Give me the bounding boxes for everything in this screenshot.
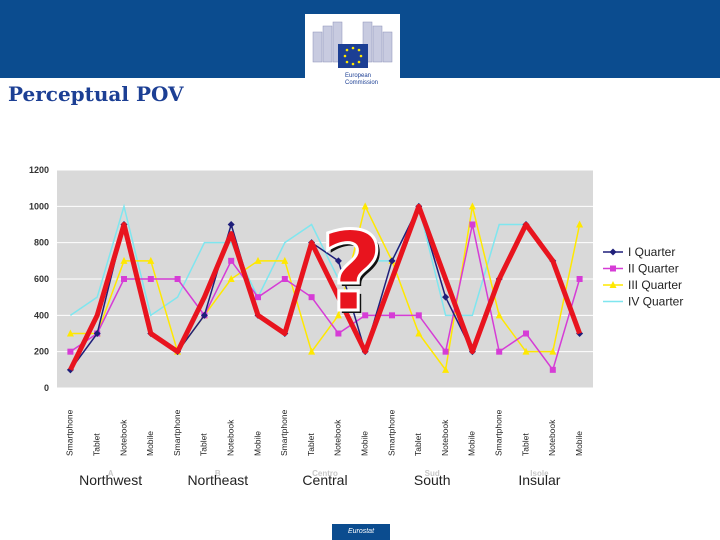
data-point [469, 221, 476, 228]
x-tick-label: Mobile [252, 431, 262, 456]
x-tick-label: Smartphone [279, 409, 289, 456]
data-point [120, 256, 128, 264]
region-label: South [414, 472, 451, 488]
data-point [66, 329, 74, 337]
data-point [389, 312, 395, 319]
y-tick-label: 1200 [29, 165, 49, 175]
group-underlay-label: Isole [530, 469, 549, 478]
x-tick-label: Tablet [413, 433, 423, 456]
y-tick-label: 800 [34, 238, 49, 248]
group-underlay-label: Sud [425, 469, 440, 478]
y-tick-label: 0 [44, 383, 49, 393]
data-point [147, 256, 155, 264]
x-tick-label: Notebook [118, 419, 128, 456]
data-point [334, 257, 342, 265]
data-point [496, 348, 503, 355]
data-point [308, 347, 316, 355]
slide-title: Perceptual POV [8, 82, 184, 106]
data-point [442, 293, 450, 301]
data-point [121, 276, 127, 282]
data-point [415, 329, 423, 337]
x-tick-label: Smartphone [386, 409, 396, 456]
group-underlay-label: Centro [312, 469, 338, 478]
group-underlay-label: B [215, 469, 221, 478]
data-point [415, 312, 422, 319]
quarterly-line-chart: 0 200 400 600 800 1000 1200 A B Centro Sud Isole Sma… [29, 165, 683, 488]
region-label: Northeast [187, 472, 248, 488]
x-tick-label: Smartphone [172, 409, 182, 456]
question-mark-icon: ? [320, 208, 384, 336]
legend-label: IV Quarter [628, 295, 683, 309]
data-point [361, 202, 369, 210]
x-tick-label: Tablet [520, 433, 530, 456]
x-tick-label: Notebook [225, 419, 235, 456]
data-point [549, 347, 557, 355]
y-tick-label: 200 [34, 347, 49, 357]
data-point [522, 347, 530, 355]
svg-text:European: European [345, 73, 371, 79]
data-point [281, 256, 289, 264]
region-label: Northwest [79, 472, 142, 488]
european-commission-logo: European Commission [305, 14, 400, 100]
data-point [228, 257, 235, 264]
x-tick-label: Tablet [306, 433, 316, 456]
legend-label: III Quarter [628, 278, 682, 292]
legend-label: II Quarter [628, 262, 679, 276]
data-point [93, 330, 101, 337]
x-tick-label: Mobile [145, 431, 155, 456]
data-point [495, 311, 503, 319]
data-point [254, 256, 262, 264]
x-tick-label: Mobile [574, 431, 584, 456]
data-point [147, 276, 154, 282]
data-point [255, 294, 261, 301]
eurostat-badge: Eurostat [332, 524, 390, 540]
x-tick-label: Tablet [199, 433, 209, 456]
x-tick-label: Mobile [359, 431, 369, 456]
data-point [362, 312, 369, 319]
data-point [610, 265, 616, 272]
question-mark-shadow: ? [323, 211, 387, 339]
overlay-zigzag-line [68, 203, 582, 371]
x-tick-label: Smartphone [493, 409, 503, 456]
data-point [227, 221, 235, 228]
data-point [200, 311, 208, 319]
data-point [334, 311, 342, 319]
data-point [468, 202, 476, 210]
data-point [308, 294, 315, 301]
x-tick-label: Notebook [333, 419, 343, 456]
data-point [281, 276, 288, 282]
data-point [609, 281, 617, 288]
x-tick-label: Notebook [547, 419, 557, 456]
data-point [67, 348, 74, 355]
svg-text:Commission: Commission [345, 80, 378, 86]
y-tick-label: 600 [34, 274, 49, 284]
data-point [609, 248, 617, 256]
data-point [523, 330, 529, 337]
data-point [335, 330, 342, 337]
data-point [576, 220, 584, 228]
y-tick-label: 400 [34, 310, 49, 320]
x-tick-label: Mobile [467, 431, 477, 456]
x-tick-label: Notebook [440, 419, 450, 456]
data-point [388, 257, 396, 265]
data-point [227, 275, 235, 282]
data-point [442, 365, 450, 373]
series-line [69, 224, 581, 372]
region-label: Insular [518, 472, 560, 488]
x-tick-label: Smartphone [65, 409, 75, 456]
x-tick-label: Tablet [91, 433, 101, 456]
data-point [576, 276, 583, 282]
legend-label: I Quarter [628, 245, 675, 259]
y-tick-label: 1000 [29, 201, 49, 211]
data-point [174, 276, 181, 282]
data-point [549, 366, 556, 373]
group-underlay-label: A [108, 469, 114, 478]
region-label: Central [302, 472, 347, 488]
data-point [442, 348, 449, 355]
